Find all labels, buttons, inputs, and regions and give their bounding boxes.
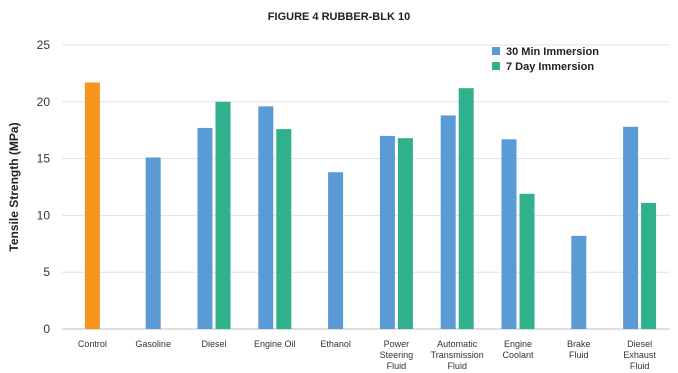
y-tick-label: 15 [37, 152, 51, 166]
bar-7-day-immersion [641, 202, 657, 329]
y-tick-label: 5 [43, 265, 50, 279]
y-tick-label: 0 [43, 322, 50, 336]
bar-30-min-immersion [328, 172, 344, 329]
x-tick-label-line: Control [78, 339, 107, 349]
bar-7-day-immersion [397, 138, 413, 329]
bar-30-min-immersion [379, 135, 395, 329]
bar-30-min-immersion [501, 139, 517, 329]
x-tick-label-line: Gasoline [135, 339, 171, 349]
y-tick-label: 10 [37, 208, 51, 222]
legend-label: 7 Day Immersion [506, 61, 594, 73]
bar-30-min-immersion [145, 157, 161, 329]
x-tick-label-line: Exhaust [623, 350, 656, 360]
x-tick-label-line: Brake [567, 339, 591, 349]
x-tick-label-line: Power [384, 339, 410, 349]
bar-7-day-immersion [276, 129, 292, 329]
x-tick-label-line: Diesel [627, 339, 652, 349]
x-tick-label-line: Ethanol [320, 339, 351, 349]
x-tick-label-line: Fluid [569, 350, 589, 360]
x-tick-label-line: Engine Oil [254, 339, 296, 349]
bar-7-day-immersion [458, 88, 474, 329]
legend-swatch [492, 62, 500, 70]
x-tick-label: Engine Oil [254, 339, 296, 349]
legend: 30 Min Immersion 7 Day Immersion [492, 46, 599, 73]
bar-30-min-immersion [623, 126, 639, 330]
x-tick-label: Automatic Transmission Fluid [431, 339, 484, 371]
y-tick-label: 20 [37, 95, 51, 109]
y-axis-label: Tensile Strength (MPa) [7, 122, 21, 251]
bar-30-min-immersion [258, 106, 274, 330]
bar-7-day-immersion [215, 101, 231, 329]
x-tick-label-line: Engine [504, 339, 532, 349]
x-tick-label: Diesel Exhaust Fluid [623, 339, 656, 371]
x-tick-label-line: Coolant [502, 350, 534, 360]
x-tick-labels: Control Gasoline Diesel Engine Oil Ethanol Po… [78, 339, 656, 371]
x-tick-label: Engine Coolant [502, 339, 534, 360]
x-tick-label-line: Diesel [201, 339, 226, 349]
x-tick-label: Power Steering Fluid [380, 339, 414, 371]
y-tick-label: 25 [37, 38, 51, 52]
x-tick-label: Diesel [201, 339, 226, 349]
grid-lines [62, 44, 670, 330]
legend-swatch [492, 47, 500, 55]
x-tick-label-line: Transmission [431, 350, 484, 360]
x-tick-label-line: Fluid [630, 361, 650, 371]
x-tick-label-line: Fluid [447, 361, 467, 371]
bar-30-min-immersion [440, 115, 456, 329]
x-tick-label-line: Automatic [437, 339, 478, 349]
x-tick-label: Ethanol [320, 339, 351, 349]
x-tick-label-line: Steering [380, 350, 414, 360]
bars [84, 82, 657, 330]
chart-title: FIGURE 4 RUBBER-BLK 10 [268, 11, 410, 23]
x-tick-label: Control [78, 339, 107, 349]
bar-control [84, 82, 100, 329]
x-tick-label: Brake Fluid [567, 339, 591, 360]
x-tick-label: Gasoline [135, 339, 171, 349]
bar-30-min-immersion [197, 127, 213, 329]
y-tick-labels: 0 5 10 15 20 25 [37, 38, 51, 336]
legend-label: 30 Min Immersion [506, 46, 599, 58]
bar-30-min-immersion [571, 235, 587, 329]
bar-7-day-immersion [519, 193, 535, 329]
x-tick-label-line: Fluid [387, 361, 407, 371]
